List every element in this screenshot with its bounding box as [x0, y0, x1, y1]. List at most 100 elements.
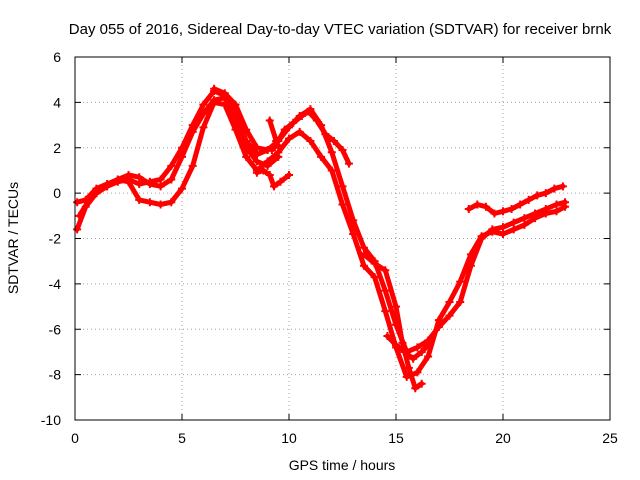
data-point	[285, 134, 293, 143]
data-point	[404, 363, 413, 372]
x-axis-label: GPS time / hours	[289, 457, 396, 473]
data-point	[434, 316, 443, 325]
x-tick-label: 5	[178, 430, 186, 446]
data-point	[75, 211, 84, 220]
data-point	[312, 116, 321, 125]
data-point	[329, 136, 338, 145]
data-point	[327, 166, 336, 175]
data-point	[558, 182, 567, 191]
data-point	[499, 207, 507, 216]
data-point	[370, 259, 379, 268]
data-point	[327, 148, 336, 157]
data-point	[178, 152, 186, 161]
x-tick-label: 10	[281, 430, 297, 446]
data-point	[550, 184, 559, 193]
data-point	[295, 127, 304, 136]
data-point	[417, 347, 426, 356]
data-point	[398, 338, 407, 347]
data-point	[285, 170, 293, 179]
data-point	[370, 273, 379, 282]
data-point	[265, 116, 274, 125]
data-point	[541, 209, 550, 218]
data-point	[267, 146, 276, 155]
data-point	[276, 177, 285, 186]
data-point	[317, 152, 326, 161]
data-point	[270, 182, 279, 191]
data-point	[426, 338, 435, 347]
data-point	[520, 214, 529, 223]
axis-ticks: 0 5 10 15 20 25 -10 -8 -6 -4 -2 0 2 4 6	[41, 49, 618, 446]
data-point	[231, 118, 240, 127]
data-point	[490, 209, 499, 218]
data-point	[274, 152, 283, 161]
data-point	[272, 136, 281, 145]
data-point	[338, 200, 347, 209]
data-point	[359, 261, 368, 270]
grid	[75, 57, 610, 420]
data-point	[280, 125, 289, 134]
data-point	[242, 152, 251, 161]
data-point	[252, 168, 261, 177]
data-point	[124, 177, 133, 186]
data-point	[92, 189, 101, 198]
data-point	[167, 161, 176, 170]
data-point	[135, 173, 144, 182]
data-point	[242, 125, 251, 134]
data-point	[409, 354, 418, 363]
data-point	[167, 198, 176, 207]
data-point	[156, 182, 165, 191]
y-tick-label: 4	[53, 94, 61, 110]
data-point	[477, 232, 486, 241]
x-tick-label: 25	[602, 430, 618, 446]
data-point	[456, 277, 465, 286]
data-point	[349, 229, 358, 238]
data-point	[210, 84, 219, 93]
data-point	[210, 96, 219, 105]
data-point	[445, 311, 454, 320]
chart-title: Day 055 of 2016, Sidereal Day-to-day VTE…	[69, 21, 612, 38]
series-line-track-g	[267, 118, 279, 144]
data-point	[383, 332, 392, 341]
data-point	[73, 225, 82, 234]
data-point	[552, 207, 561, 216]
data-point	[263, 161, 272, 170]
data-point	[321, 130, 330, 139]
data-point	[265, 170, 274, 179]
y-tick-label: 0	[53, 185, 61, 201]
data-point	[188, 127, 197, 136]
series-line-track-j	[384, 333, 433, 362]
data-point	[400, 347, 409, 356]
y-tick-label: 2	[53, 140, 61, 156]
y-tick-label: -6	[49, 321, 62, 337]
data-point	[520, 220, 529, 229]
series-layer	[73, 84, 570, 393]
data-point	[231, 100, 240, 109]
data-point	[135, 180, 144, 189]
data-point	[338, 182, 347, 191]
data-point	[188, 161, 197, 170]
data-point	[481, 202, 490, 211]
y-tick-label: -8	[49, 367, 62, 383]
data-point	[381, 307, 390, 316]
series-line-track-f	[254, 167, 292, 189]
data-point	[464, 205, 473, 214]
y-tick-label: -2	[49, 231, 62, 247]
data-point	[124, 170, 133, 179]
data-point	[252, 143, 261, 152]
series-line-track-c	[76, 95, 281, 219]
data-point	[499, 223, 507, 232]
data-point	[145, 198, 154, 207]
data-point	[156, 175, 165, 184]
data-point	[381, 286, 390, 295]
data-point	[499, 229, 507, 238]
data-point	[199, 100, 208, 109]
data-point	[83, 198, 92, 207]
data-point	[199, 109, 208, 118]
data-point	[220, 89, 229, 98]
series-line-track-b	[74, 99, 568, 380]
data-point	[381, 266, 390, 275]
y-axis-label: SDTVAR / TECUs	[5, 182, 21, 294]
data-point	[167, 175, 176, 184]
data-point	[417, 379, 426, 388]
